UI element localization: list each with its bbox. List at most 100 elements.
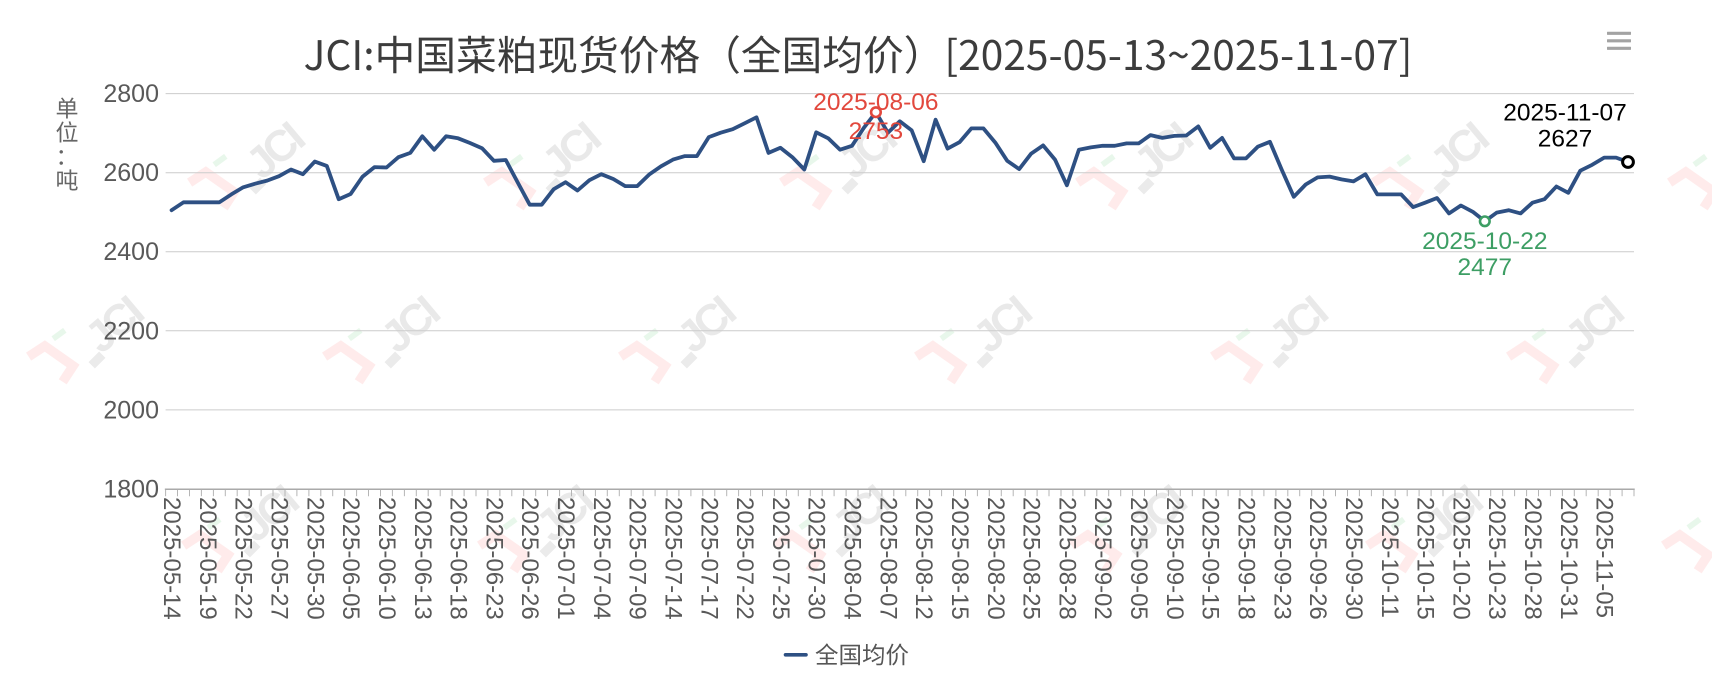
marker-last-point [1621, 155, 1635, 169]
watermark-logo-hook [1364, 529, 1419, 574]
watermark-logo-leaf [798, 516, 814, 531]
x-axis-tick-label: 2025-07-30 [803, 497, 830, 620]
watermark-text: JCI [1260, 288, 1336, 363]
watermark-logo-tail [1131, 540, 1149, 558]
x-axis-tick-label: 2025-09-23 [1268, 497, 1295, 620]
x-axis-tick-label: 2025-11-05 [1591, 497, 1618, 618]
x-axis-tick-label: 2025-09-10 [1161, 497, 1188, 620]
x-axis-tick-label: 2025-10-20 [1447, 497, 1474, 620]
watermark-logo-leaf [1094, 516, 1110, 531]
x-axis-tick-label: 2025-08-28 [1053, 497, 1080, 620]
x-axis-tick-label: 2025-08-25 [1018, 497, 1045, 620]
x-axis-tick-label: 2025-06-18 [445, 497, 472, 620]
y-axis-tick-label: 2400 [103, 238, 159, 266]
x-axis-tick-label: 2025-08-20 [982, 497, 1009, 620]
watermark-logo-hook [1505, 340, 1560, 385]
x-axis-tick-label: 2025-10-31 [1555, 497, 1582, 620]
y-axis-tick-label: 2800 [103, 80, 159, 108]
chart-title-glyphs [305, 35, 1409, 77]
x-axis-tick-label: 2025-06-10 [373, 497, 400, 620]
y-axis-name: 单位：吨 [56, 97, 159, 191]
watermark-logo-tail [841, 177, 859, 195]
watermark-logo-hook [180, 529, 235, 574]
y-axis-tick-label: 2600 [103, 159, 159, 187]
watermark-text: JCI [372, 288, 448, 363]
watermark-logo-hook [617, 340, 672, 385]
series-layer [169, 110, 1630, 224]
x-axis-tick-label: 2025-06-23 [480, 497, 507, 620]
x-axis-tick-label: 2025-05-22 [230, 497, 257, 620]
x-axis-tick-label: 2025-05-27 [266, 497, 293, 620]
watermark-logo-leaf [347, 327, 363, 342]
marker-min-value: 2477 [1458, 254, 1513, 281]
watermark-logo-hook [1660, 529, 1712, 574]
x-axis-tick-label: 2025-06-26 [516, 497, 543, 620]
watermark-logo-tail [545, 177, 563, 195]
watermark-logo-tail [1568, 351, 1586, 369]
x-axis-tick-label: 2025-09-05 [1125, 497, 1152, 620]
watermark-logo-tail [1433, 177, 1451, 195]
marker-max-point [869, 106, 883, 119]
watermark-logo-hook [186, 166, 241, 211]
x-axis-tick-label: 2025-07-25 [767, 497, 794, 620]
x-axis-tick-label: 2025-07-09 [624, 497, 651, 620]
watermark: JCI [617, 288, 744, 385]
menu-icon[interactable] [1607, 31, 1631, 50]
x-axis-tick-label: 2025-10-15 [1412, 497, 1439, 620]
watermark-logo-leaf [502, 516, 518, 531]
watermark-logo-hook [1074, 166, 1129, 211]
watermark-logo-tail [976, 351, 994, 369]
marker-max-value: 2753 [849, 118, 904, 145]
x-axis-tick-label: 2025-06-13 [409, 497, 436, 620]
watermark-text: JCI [1711, 477, 1712, 552]
watermark-logo-leaf [1692, 153, 1708, 168]
legend-label-glyphs[interactable] [815, 643, 909, 666]
watermark-logo-tail [88, 351, 106, 369]
watermark-logo-leaf [508, 153, 524, 168]
y-axis-tick-label: 2000 [103, 396, 159, 424]
x-axis-tick-label: 2025-09-30 [1340, 497, 1367, 620]
x-axis-tick-label: 2025-10-11 [1376, 497, 1403, 618]
x-axis-tick-label: 2025-09-18 [1233, 497, 1260, 620]
watermark-logo-hook [1068, 529, 1123, 574]
legend[interactable]: 全国均价 [783, 634, 910, 666]
grid-layer [164, 93, 1635, 497]
watermark-logo-hook [25, 340, 80, 385]
x-axis-tick-label: 2025-06-05 [337, 497, 364, 620]
y-axis-tick-label: 1800 [103, 475, 159, 503]
x-axis-tick-label: 2025-08-04 [839, 497, 866, 620]
watermark: JCI [321, 288, 448, 385]
watermark-logo-leaf [206, 516, 222, 531]
watermark-logo-hook [321, 340, 376, 385]
x-axis-tick-label: 2025-07-17 [695, 497, 722, 620]
watermark: JCI [186, 114, 313, 211]
watermark-logo-leaf [804, 153, 820, 168]
watermark-logo-leaf [51, 327, 67, 342]
watermark-logo-leaf [1531, 327, 1547, 342]
marker-min-date: 2025-10-22 [1422, 228, 1547, 255]
x-axis-tick-label: 2025-09-02 [1089, 497, 1116, 620]
chart-title: JCI:中国菜粕现货价格（全国均价）[2025-05-13~2025-11-07… [305, 35, 1409, 77]
watermark-text: JCI [964, 288, 1040, 363]
watermark: JCI [1505, 288, 1632, 385]
watermark: JCI [1660, 477, 1712, 574]
watermark: JCI [1074, 114, 1201, 211]
series-line-national-average [169, 110, 1630, 224]
watermark-logo-tail [1137, 177, 1155, 195]
watermark-logo-leaf [939, 327, 955, 342]
watermark-logo-hook [1209, 340, 1264, 385]
watermark-text: JCI [1421, 114, 1497, 189]
watermark-logo-hook [913, 340, 968, 385]
marker-last-value: 2627 [1538, 126, 1593, 153]
x-axis-tick-label: 2025-09-15 [1197, 497, 1224, 620]
watermark-text: JCI [1125, 114, 1201, 189]
y-axis-name-text: 单位：吨 [67, 124, 159, 150]
watermark: JCI [1209, 288, 1336, 385]
x-axis-tick-label: 2025-08-12 [910, 497, 937, 620]
watermark: JCI [1666, 153, 1712, 211]
watermark-logo-tail [1427, 540, 1445, 558]
axis-label-layer: 1800 2000 2200 2400 2600 2800 2025-05-14 2025-0… [103, 80, 1617, 620]
